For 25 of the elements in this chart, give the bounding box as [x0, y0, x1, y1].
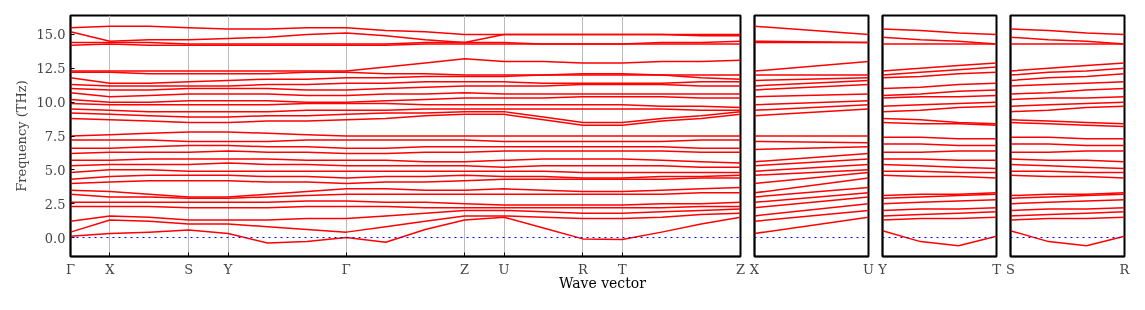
x-tick-label: Z [735, 261, 746, 277]
x-tick-label: S [184, 261, 194, 277]
x-tick-label: Γ [341, 261, 351, 277]
y-tick-label: 12.5 [36, 61, 66, 77]
y-tick-label: 15.0 [36, 27, 66, 43]
x-tick-label: S [1006, 261, 1015, 277]
y-axis-title: Frequency (THz) [13, 80, 29, 192]
x-tick-label: R [1119, 261, 1131, 277]
y-tick-label: 0.0 [44, 230, 66, 246]
x-tick-label: Y [877, 261, 888, 277]
x-tick-label: Y [222, 261, 233, 277]
x-tick-label: X [105, 261, 116, 277]
y-tick-label: 7.5 [44, 129, 66, 144]
y-tick-label: 2.5 [44, 196, 66, 212]
y-tick-label: 10.0 [36, 95, 66, 111]
x-tick-label: Z [460, 261, 470, 277]
x-tick-label: U [498, 261, 510, 277]
x-tick-label: Γ [65, 261, 76, 277]
x-tick-label: X [749, 261, 760, 277]
x-tick-label: R [577, 261, 589, 277]
x-tick-label: T [992, 261, 1002, 277]
x-tick-label: T [617, 261, 627, 277]
y-tick-label: 5.0 [44, 162, 66, 178]
x-tick-label: U [863, 261, 875, 277]
x-axis-title: Wave vector [559, 274, 646, 293]
